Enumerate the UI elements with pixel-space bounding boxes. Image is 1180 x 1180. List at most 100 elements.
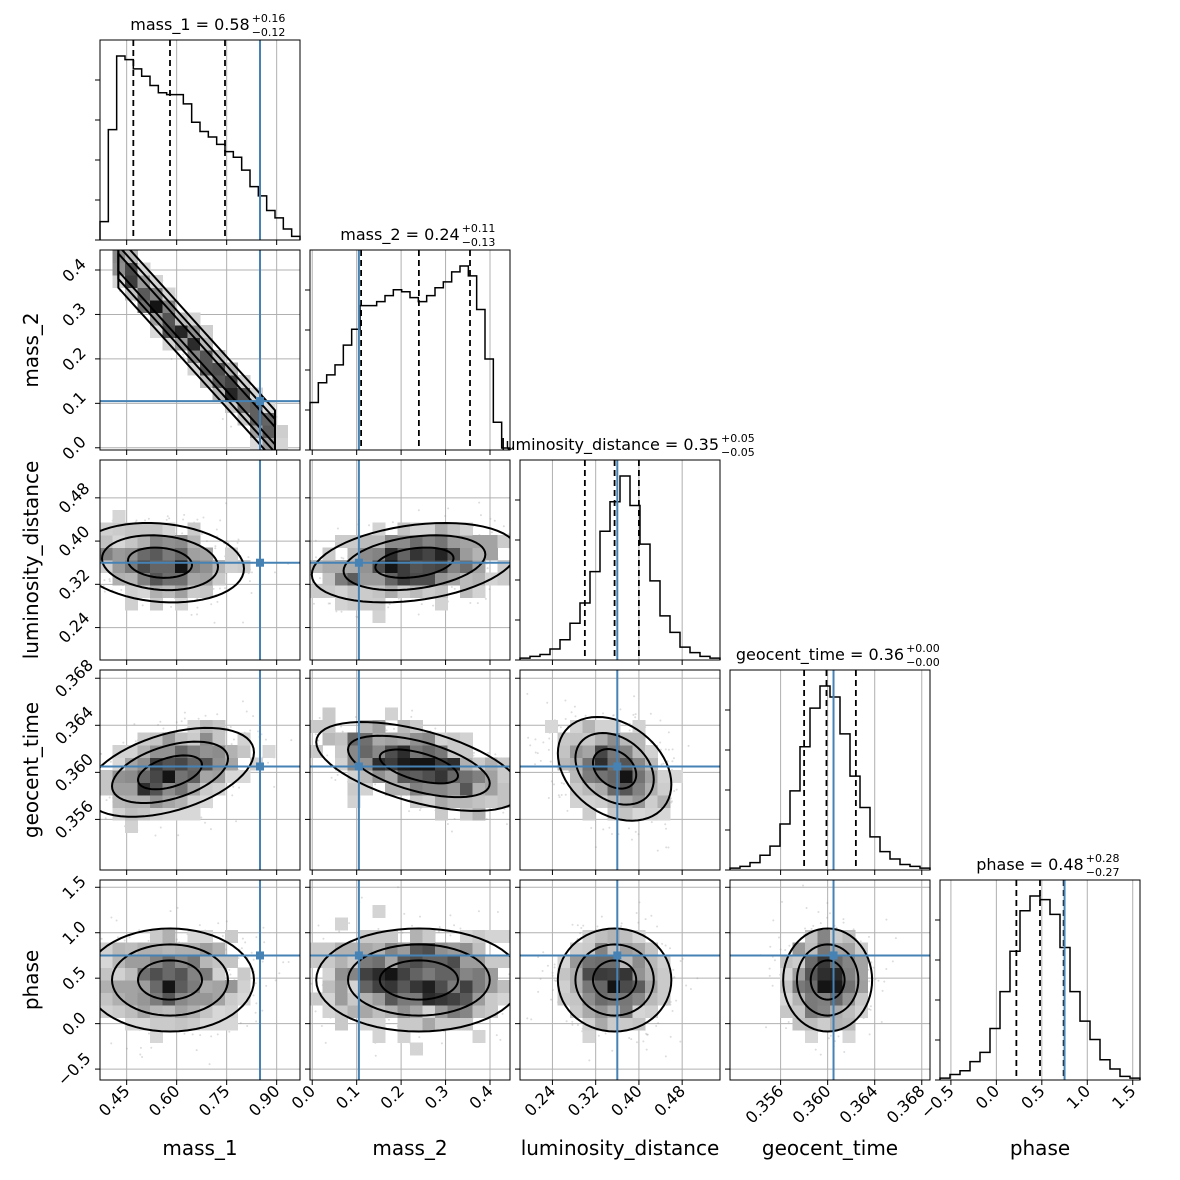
density-cell [472, 547, 486, 561]
sample-point [73, 564, 75, 566]
sample-point [214, 545, 217, 548]
sample-point [487, 751, 490, 754]
sample-point [78, 796, 80, 798]
density-cell [162, 535, 176, 548]
density-cell [237, 732, 251, 746]
sample-point [204, 714, 207, 717]
sample-point [98, 787, 100, 789]
density-cell [162, 572, 176, 586]
sample-point [100, 752, 103, 755]
sample-point [264, 738, 267, 741]
density-cell [112, 782, 126, 796]
sample-point [295, 730, 297, 732]
density-cell [372, 597, 386, 611]
sample-point [420, 603, 423, 606]
sample-point [307, 545, 309, 547]
density-cell [162, 732, 176, 746]
sample-point [94, 564, 96, 566]
density-cell [150, 522, 163, 536]
sample-point [71, 801, 73, 803]
density-cell [485, 547, 498, 561]
sample-point [96, 816, 98, 818]
density-cell [150, 572, 163, 586]
sample-point [231, 794, 234, 797]
y-tick-label: 0.0 [58, 432, 89, 463]
density-cell [200, 572, 213, 586]
sample-point [326, 754, 329, 757]
density-cell [175, 585, 188, 598]
density-cell [137, 547, 151, 561]
sample-point [134, 740, 137, 743]
density-cell [397, 572, 411, 586]
density-cell [200, 325, 213, 338]
panel-title: mass_1 = 0.58 [130, 15, 249, 35]
sample-point [96, 544, 98, 546]
sample-point [273, 785, 276, 788]
sample-point [98, 565, 100, 567]
sample-point [512, 565, 514, 567]
sample-point [341, 730, 344, 733]
sample-point [549, 535, 551, 537]
sample-point [318, 577, 321, 580]
y-tick-label: 0.48 [55, 479, 94, 518]
density-cell [212, 387, 226, 401]
sample-point [165, 518, 168, 521]
sample-point [89, 825, 91, 827]
sample-point [516, 765, 518, 767]
panel-title: phase = 0.48 [976, 855, 1083, 874]
density-cell [497, 572, 510, 586]
sample-point [97, 556, 99, 558]
density-cell [187, 795, 201, 808]
density-cell [422, 535, 436, 548]
y-tick-label: 0.2 [58, 343, 89, 374]
sample-point [312, 602, 315, 605]
sample-point [69, 793, 71, 795]
sample-point [122, 741, 125, 744]
sample-point [93, 565, 95, 567]
sample-point [397, 597, 400, 600]
density-cell [150, 597, 163, 611]
sample-point [85, 795, 87, 797]
density-cell [335, 535, 348, 548]
truth-marker [256, 762, 264, 771]
sample-point [125, 245, 127, 247]
density-cell [310, 585, 323, 598]
sample-point [49, 769, 51, 771]
sample-point [93, 562, 95, 564]
histogram-mass_2 [309, 265, 511, 450]
sample-point [538, 571, 540, 573]
sample-point [532, 527, 534, 529]
sample-point [514, 777, 516, 779]
density-cell [237, 745, 251, 758]
density-cell [212, 732, 226, 746]
contours [100, 726, 256, 818]
contour-level [110, 740, 230, 805]
sample-point [214, 547, 217, 550]
x-tick-label: 0.0 [972, 1081, 1003, 1112]
sample-point [63, 534, 65, 536]
density-cell [137, 795, 151, 808]
sample-point [567, 795, 569, 797]
sample-point [89, 602, 91, 604]
density-cell [422, 522, 436, 536]
panel-frame [99, 249, 301, 451]
density-cell [137, 262, 151, 276]
density-cell [472, 535, 486, 548]
sample-point [521, 560, 523, 562]
contours [310, 521, 510, 604]
truth-marker [354, 558, 363, 567]
sample-point [513, 775, 515, 777]
sample-point [103, 590, 106, 593]
density-cell [212, 782, 226, 796]
density-cell [360, 597, 373, 611]
sample-point [68, 566, 70, 568]
sample-point [249, 729, 252, 732]
density-cell [200, 375, 213, 388]
sample-point [306, 745, 308, 747]
contours [117, 250, 276, 450]
density-cell [435, 522, 448, 536]
density-cell [435, 597, 448, 611]
sample-point [105, 799, 108, 802]
sample-point [493, 519, 496, 522]
density-cell [137, 522, 151, 536]
